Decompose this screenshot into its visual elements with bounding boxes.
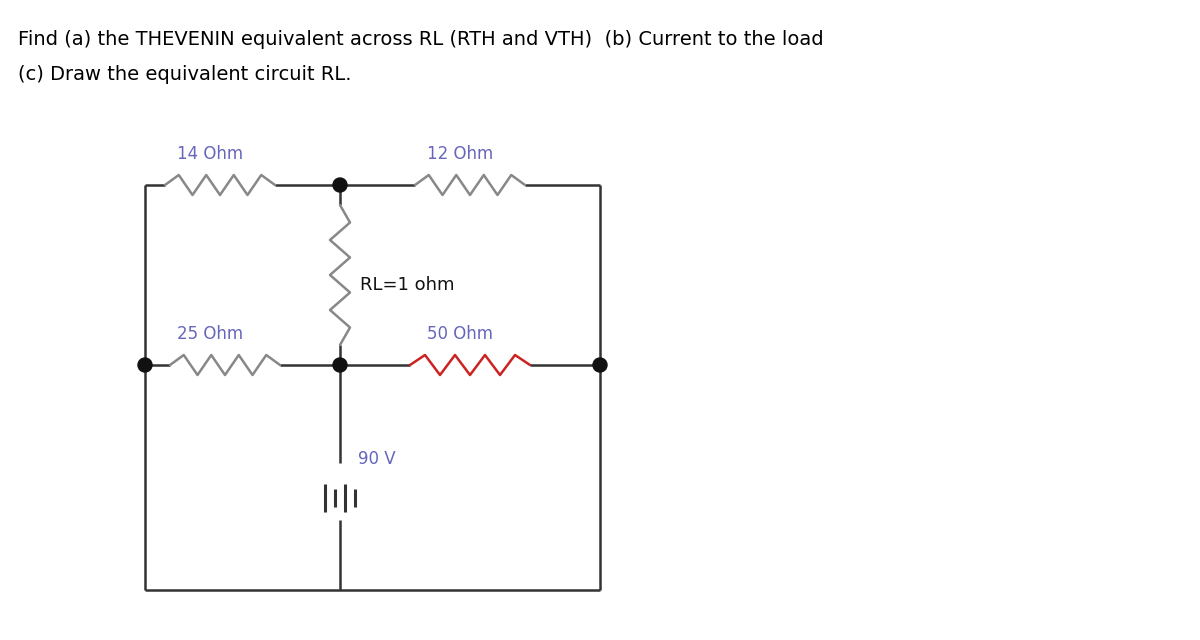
Text: 14 Ohm: 14 Ohm bbox=[176, 145, 244, 163]
Circle shape bbox=[334, 358, 347, 372]
Text: 12 Ohm: 12 Ohm bbox=[427, 145, 493, 163]
Circle shape bbox=[334, 178, 347, 192]
Circle shape bbox=[138, 358, 152, 372]
Text: 50 Ohm: 50 Ohm bbox=[427, 325, 493, 343]
Text: RL=1 ohm: RL=1 ohm bbox=[360, 276, 455, 294]
Text: 90 V: 90 V bbox=[358, 449, 396, 467]
Text: (c) Draw the equivalent circuit RL.: (c) Draw the equivalent circuit RL. bbox=[18, 65, 352, 84]
Text: 25 Ohm: 25 Ohm bbox=[176, 325, 244, 343]
Circle shape bbox=[593, 358, 607, 372]
Text: Find (a) the THEVENIN equivalent across RL (RTH and VTH)  (b) Current to the loa: Find (a) the THEVENIN equivalent across … bbox=[18, 30, 823, 49]
